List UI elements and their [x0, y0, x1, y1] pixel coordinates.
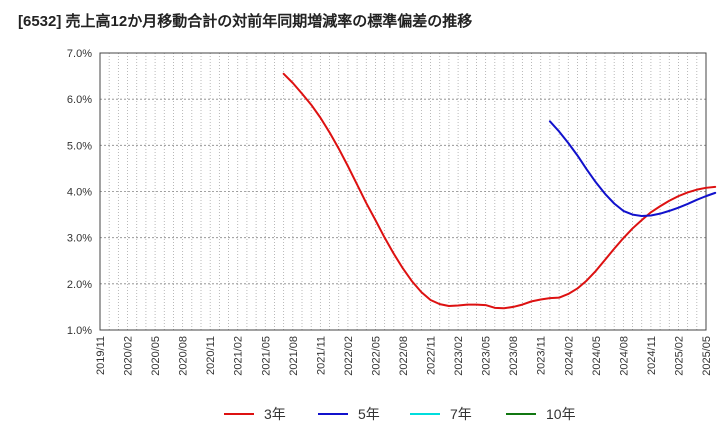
x-tick-label: 2024/05	[591, 336, 603, 376]
y-tick-label: 1.0%	[67, 325, 92, 337]
x-tick-label: 2025/02	[673, 336, 685, 376]
x-tick-label: 2021/05	[260, 336, 272, 376]
x-tick-label: 2023/11	[536, 336, 548, 375]
y-tick-label: 3.0%	[67, 233, 92, 245]
y-tick-label: 4.0%	[67, 187, 92, 199]
x-tick-label: 2024/02	[563, 336, 575, 376]
x-tick-label: 2025/05	[701, 336, 713, 376]
series-line-5年	[548, 120, 717, 217]
x-tick-label: 2020/08	[178, 336, 190, 376]
x-tick-label: 2021/08	[288, 336, 300, 376]
y-tick-label: 6.0%	[67, 94, 92, 106]
x-tick-label: 2022/02	[343, 336, 355, 376]
x-tick-label: 2024/11	[646, 336, 658, 375]
x-tick-label: 2022/08	[398, 336, 410, 376]
legend-item: 3年	[224, 406, 286, 422]
x-tick-label: 2021/02	[233, 336, 245, 376]
x-tick-label: 2023/05	[481, 336, 493, 376]
legend-label: 10年	[546, 406, 576, 422]
x-tick-label: 2022/05	[370, 336, 382, 376]
chart-title: [6532] 売上高12か月移動合計の対前年同期増減率の標準偏差の推移	[18, 13, 473, 30]
x-tick-label: 2020/02	[123, 336, 135, 376]
series-line-3年	[282, 72, 717, 310]
legend-item: 7年	[410, 406, 472, 422]
plot-border	[99, 52, 707, 331]
x-tick-label: 2020/11	[205, 336, 217, 375]
legend-item: 10年	[506, 406, 576, 422]
x-tick-label: 2023/08	[508, 336, 520, 376]
y-tick-label: 5.0%	[67, 140, 92, 152]
y-tick-label: 2.0%	[67, 279, 92, 291]
x-tick-label: 2024/08	[618, 336, 630, 376]
x-tick-label: 2021/11	[315, 336, 327, 375]
legend-label: 5年	[358, 406, 380, 422]
legend-label: 3年	[264, 406, 286, 422]
x-tick-label: 2020/05	[150, 336, 162, 376]
x-tick-label: 2019/11	[95, 336, 107, 375]
legend-label: 7年	[450, 406, 472, 422]
legend-item: 5年	[318, 406, 380, 422]
y-tick-label: 7.0%	[67, 48, 92, 60]
x-tick-label: 2023/02	[453, 336, 465, 376]
x-tick-label: 2022/11	[426, 336, 438, 375]
